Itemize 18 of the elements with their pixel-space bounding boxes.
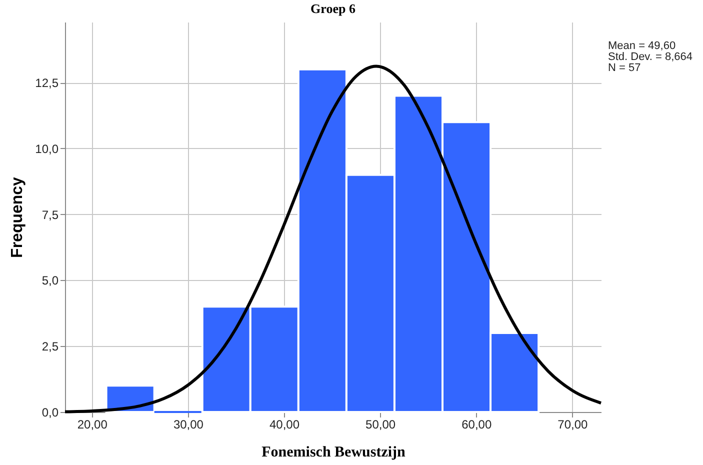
chart-title: Groep 6 bbox=[310, 1, 356, 16]
y-tick-label: 7,5 bbox=[42, 208, 59, 222]
y-tick-label: 0,0 bbox=[42, 406, 59, 420]
y-tick-label: 12,5 bbox=[35, 76, 59, 90]
x-tick-label: 40,00 bbox=[269, 418, 300, 432]
text: Std. Dev. = 8,664 bbox=[608, 51, 692, 63]
x-tick-label: 30,00 bbox=[173, 418, 204, 432]
y-tick-label: 5,0 bbox=[42, 274, 59, 288]
y-tick-label: 2,5 bbox=[42, 340, 59, 354]
x-axis-title: Fonemisch Bewustzijn bbox=[262, 444, 406, 460]
text: N = 57 bbox=[608, 62, 641, 74]
x-tick-label: 20,00 bbox=[77, 418, 108, 432]
text: Mean = 49,60 bbox=[608, 40, 676, 52]
x-tick-label: 50,00 bbox=[366, 418, 396, 432]
y-axis-title: Frequency bbox=[9, 176, 26, 258]
x-tick-label: 70,00 bbox=[558, 418, 588, 432]
x-tick-label: 60,00 bbox=[462, 418, 492, 432]
y-tick-label: 10,0 bbox=[35, 142, 59, 156]
